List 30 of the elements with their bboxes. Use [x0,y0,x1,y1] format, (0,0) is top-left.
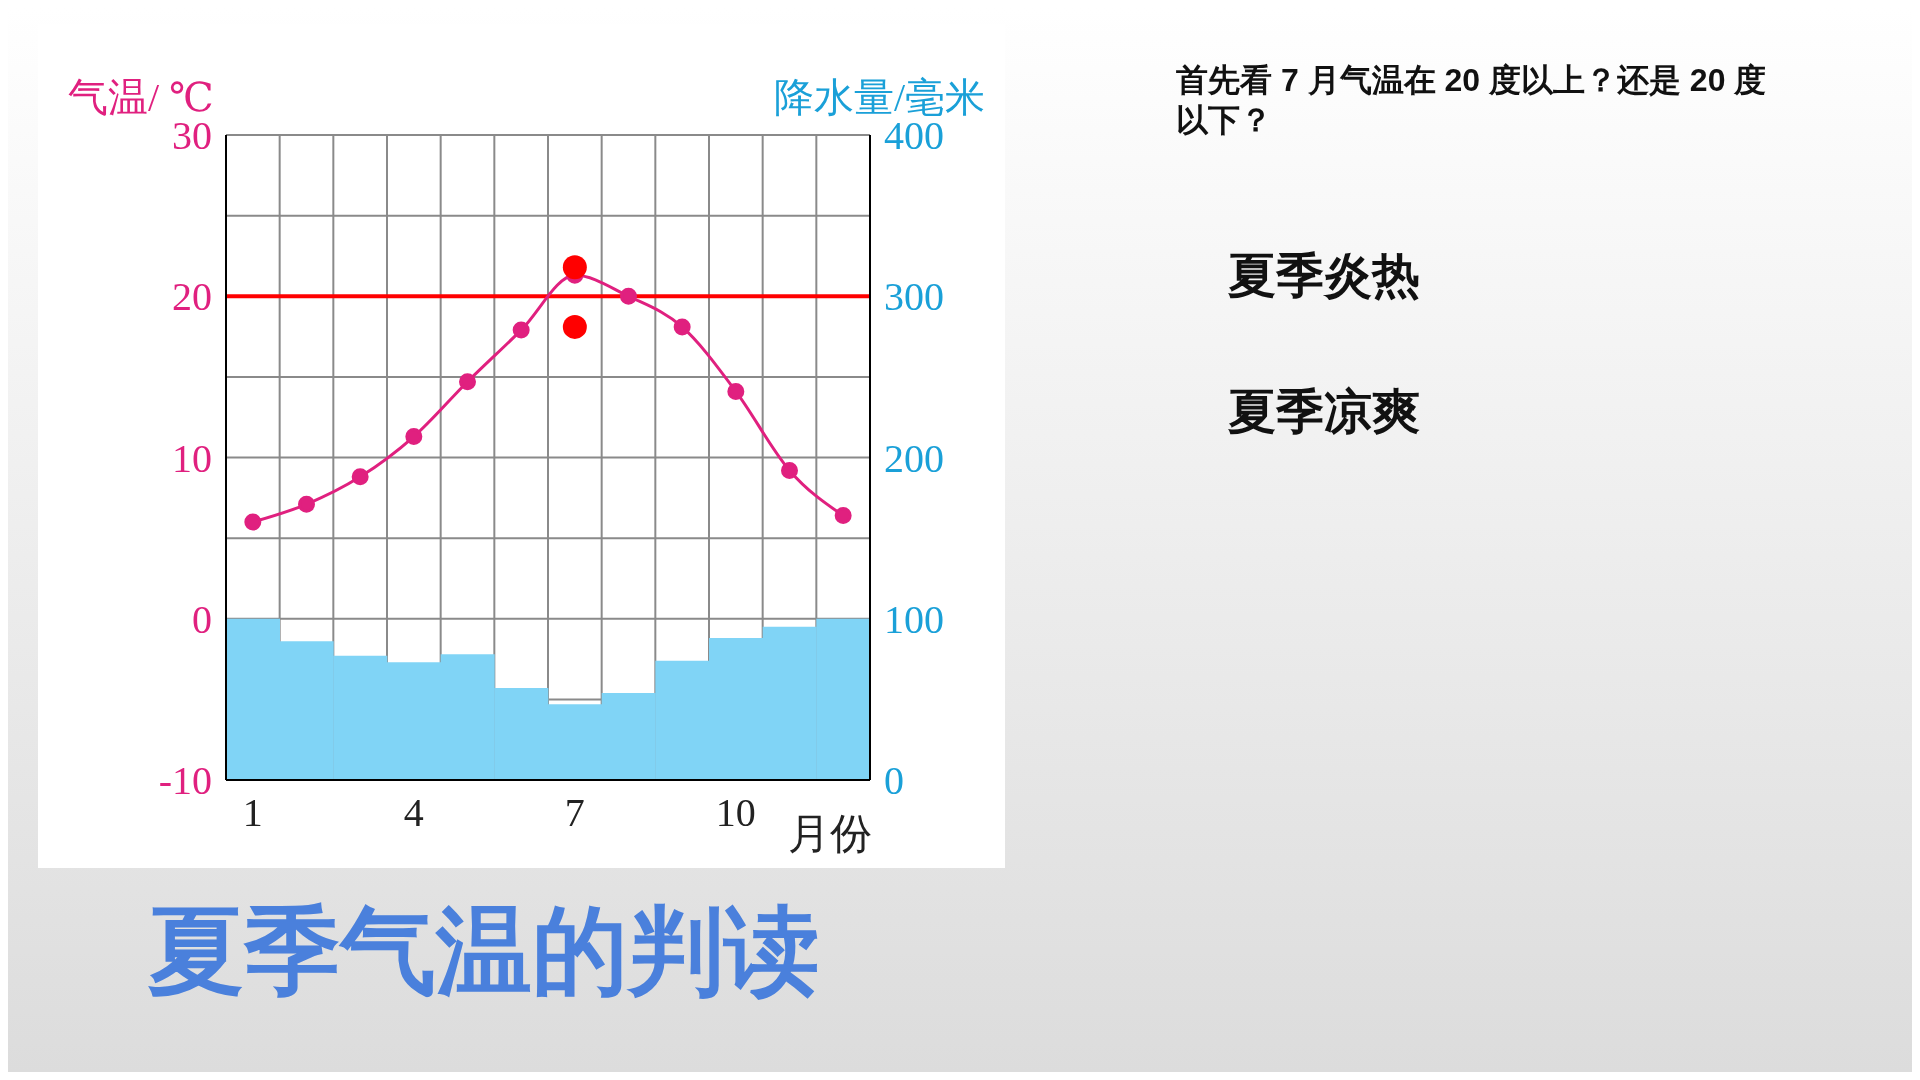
text: 夏季气温的判读 [148,896,820,1006]
point [834,507,852,525]
text: 夏季凉爽 [1228,384,1420,440]
y2-tick-label: 300 [884,274,944,320]
text: 夏季炎热 [1228,248,1420,304]
x-axis-title: 月份 [788,810,872,859]
x-tick-label: 4 [403,790,424,836]
point [351,468,369,486]
point [405,428,423,446]
point [727,382,745,400]
x-tick-label: 10 [715,790,756,836]
y2-tick-label: 100 [884,596,944,642]
y-tick-label: 20 [172,274,212,320]
point [673,318,691,336]
x-tick-label: 1 [242,790,263,836]
point [620,287,637,305]
y-tick-label: 0 [192,596,212,642]
y2-tick-label: 0 [884,758,904,804]
point [781,461,798,479]
point [562,314,587,339]
point [244,513,262,531]
y2-tick-label: 200 [884,435,944,481]
text: 首先看 7 月气温在 20 度以上？还是 20 度以下？ [1176,61,1768,140]
x-tick-label: 7 [564,790,585,836]
y-tick-label: 10 [172,435,212,481]
point [562,255,587,280]
y-tick-label: -10 [158,758,212,804]
point [298,495,315,513]
point [512,321,530,339]
point [459,373,476,391]
